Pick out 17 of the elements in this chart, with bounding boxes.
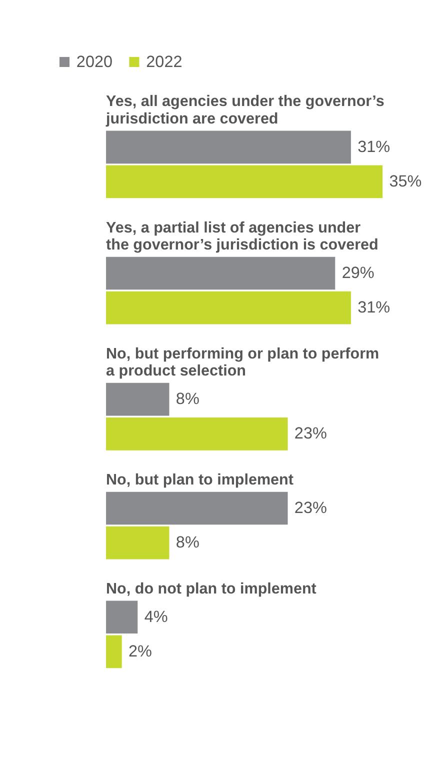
data-label: 4% xyxy=(144,608,168,626)
y-tick-label: No, but performing or plan to perform a product selection xyxy=(106,345,380,380)
data-label: 31% xyxy=(358,298,390,317)
data-label: 23% xyxy=(294,499,327,518)
data-label: 35% xyxy=(389,172,422,190)
y-tick-label: No, do not plan to implement xyxy=(106,580,316,598)
data-label: 8% xyxy=(176,534,200,552)
y-tick-label: Yes, all agencies under the governor’s jurisdiction are covered xyxy=(105,93,384,128)
legend-label: 2022 xyxy=(146,52,182,71)
data-label: 31% xyxy=(358,138,390,156)
y-tick-label: No, but plan to implement xyxy=(106,471,294,488)
data-label: 2% xyxy=(128,642,152,660)
y-tick-label: Yes, a partial list of agencies under the governor’s jurisdiction is covered xyxy=(106,219,378,254)
data-label: 23% xyxy=(294,424,327,443)
data-label: 29% xyxy=(342,264,374,282)
data-label: 8% xyxy=(176,390,200,408)
legend-label: 2020 xyxy=(76,52,113,71)
